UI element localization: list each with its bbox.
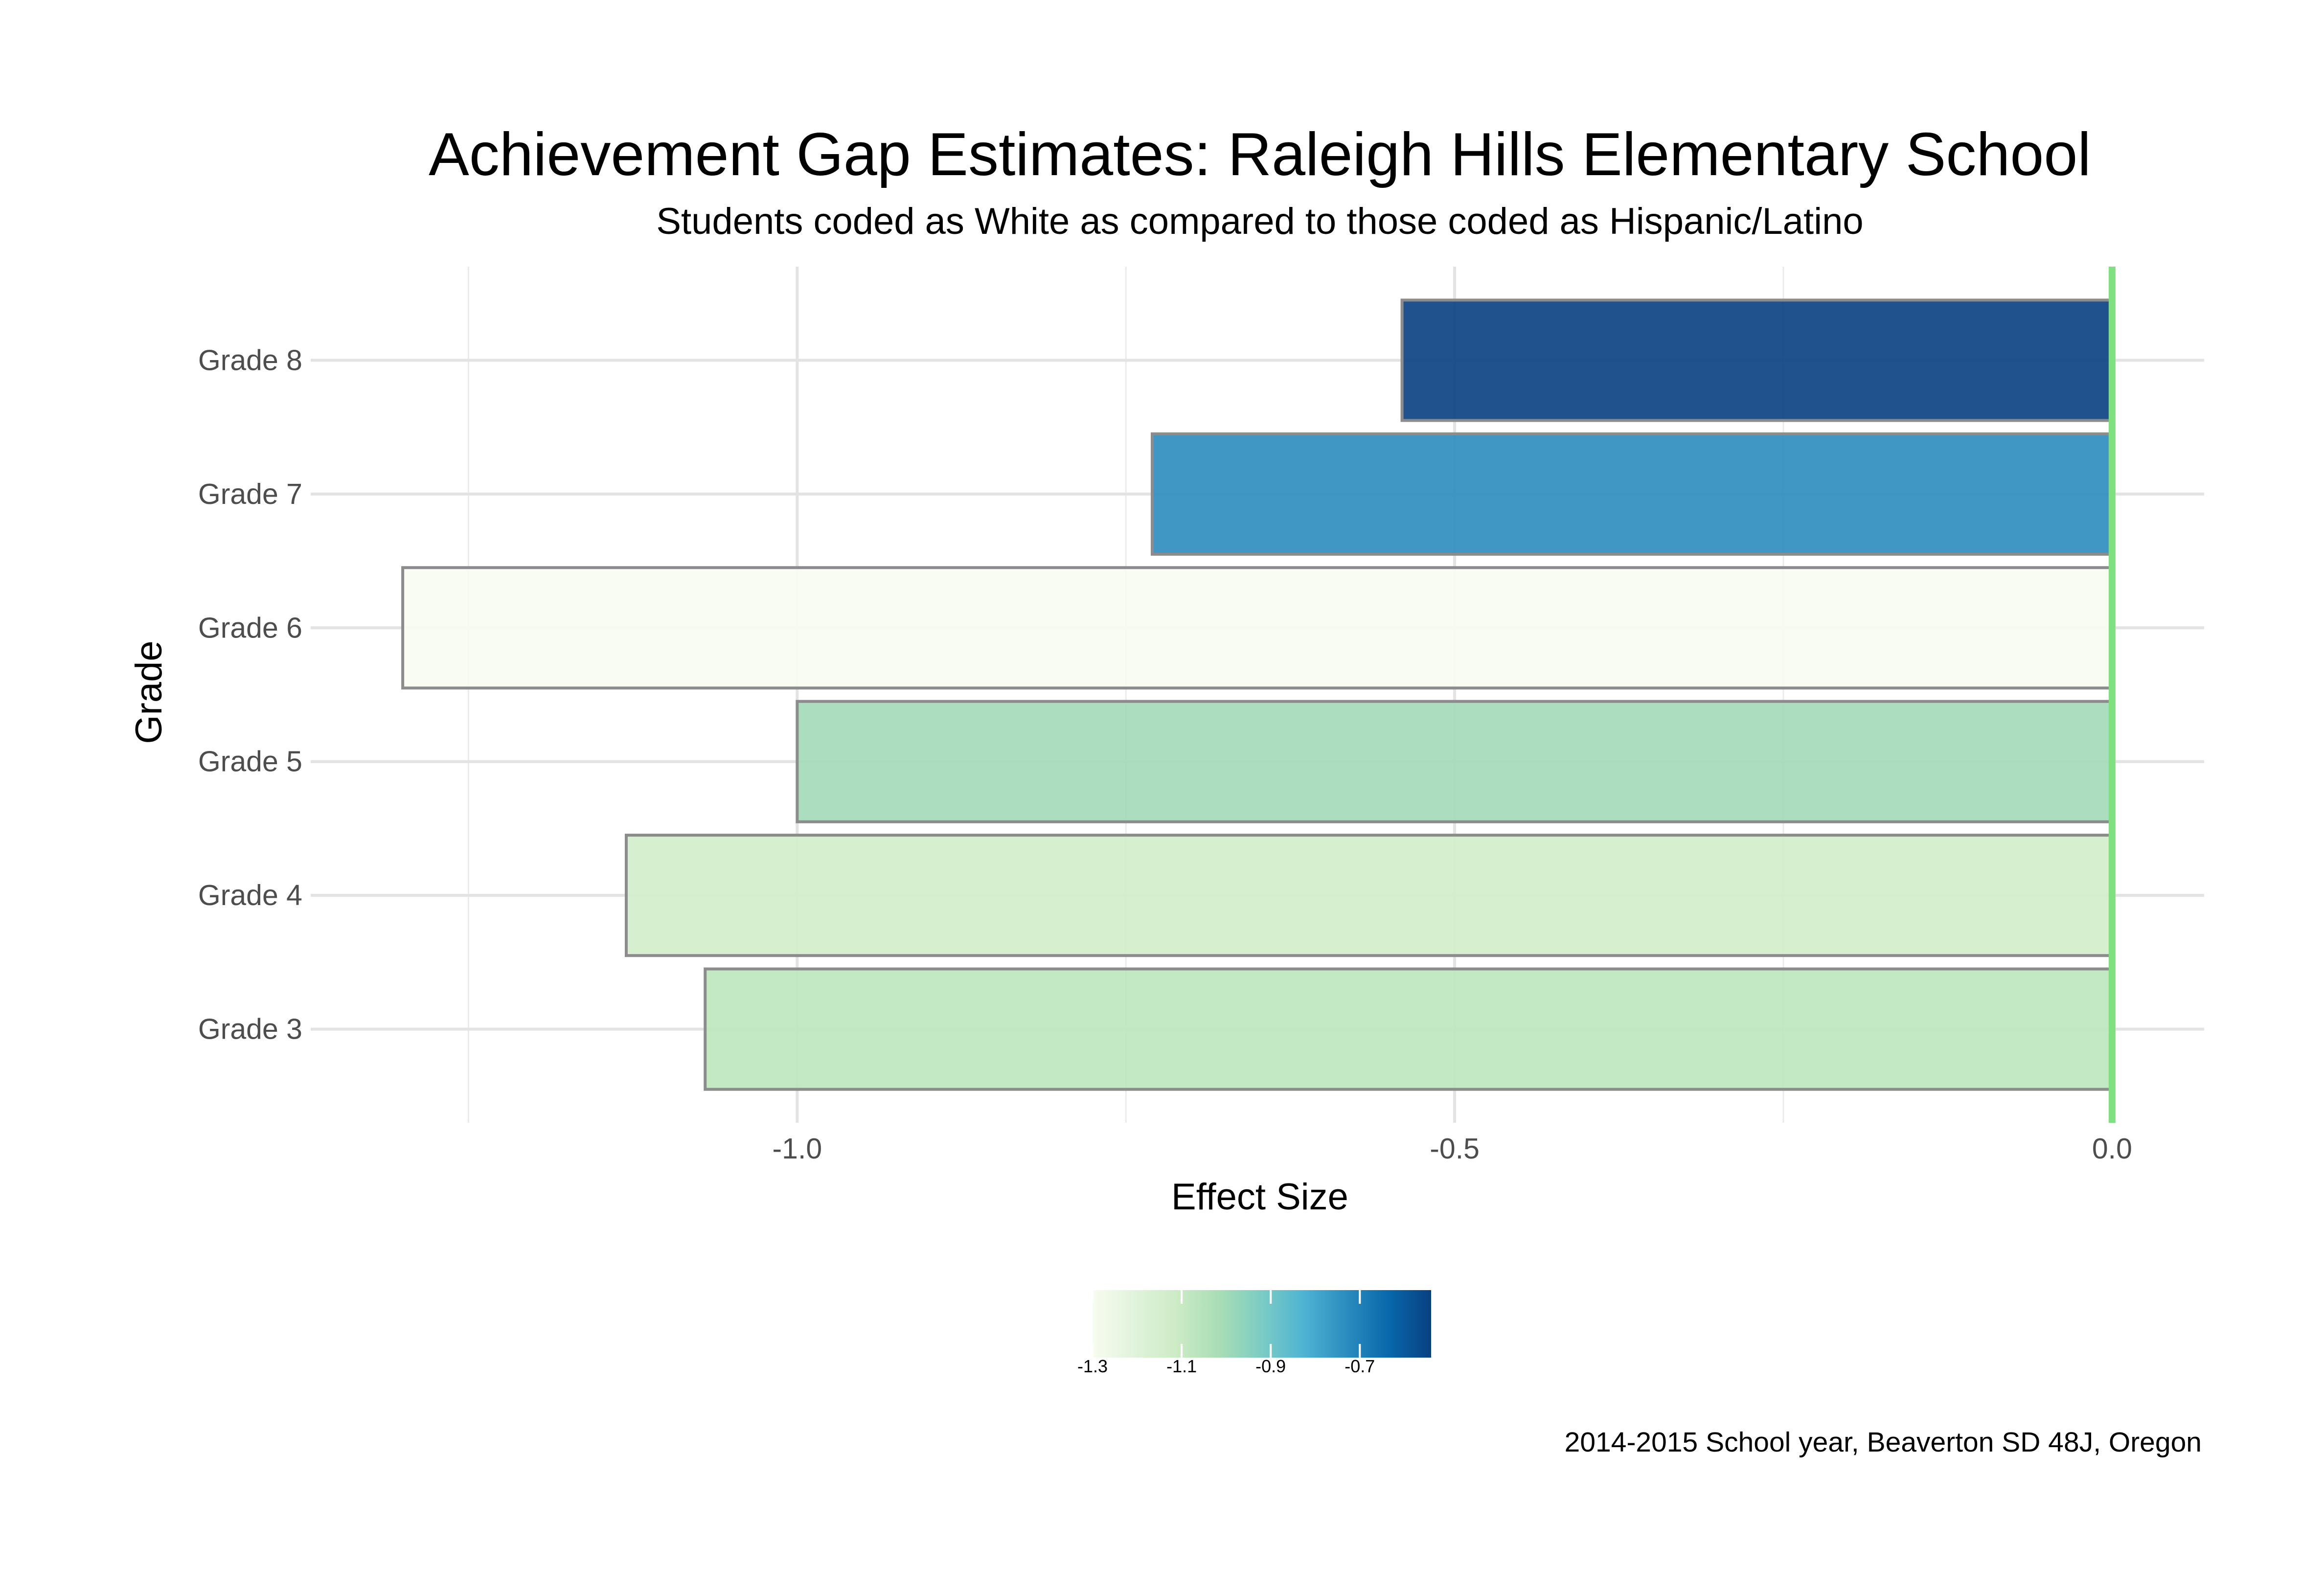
x-tick-label: -1.0 [773,1133,822,1165]
x-axis-title: Effect Size [1171,1176,1348,1218]
legend-tick-label: -0.7 [1344,1356,1375,1376]
bar-grade-3 [704,967,2114,1091]
y-axis-title: Grade [128,640,170,744]
legend-ticks: -1.3 -1.1 -0.9 -0.7 [1077,1290,1375,1376]
bar-grade-6 [401,566,2114,690]
y-tick-label-grade-5: Grade 5 [198,746,302,778]
y-tick-label-grade-4: Grade 4 [198,879,302,911]
x-tick-labels: -1.0 -0.5 0.0 [773,1133,2132,1165]
legend-tick-label: -1.3 [1077,1356,1108,1376]
y-tick-label-grade-3: Grade 3 [198,1013,302,1045]
y-tick-label-grade-6: Grade 6 [198,612,302,644]
legend-tick-label: -0.9 [1255,1356,1286,1376]
x-tick-label: 0.0 [2092,1133,2132,1165]
y-tick-label-grade-8: Grade 8 [198,344,302,376]
x-tick-label: -0.5 [1430,1133,1480,1165]
chart-title: Achievement Gap Estimates: Raleigh Hills… [429,121,2091,188]
y-tick-label-grade-7: Grade 7 [198,478,302,510]
color-legend: -1.3 -1.1 -0.9 -0.7 [1077,1290,1431,1376]
legend-colorbar [1093,1290,1431,1358]
bar-grade-7 [1151,432,2114,556]
chart-subtitle: Students coded as White as compared to t… [656,201,1863,242]
bars [401,298,2114,1091]
bar-grade-5 [796,700,2114,823]
chart-caption: 2014-2015 School year, Beaverton SD 48J,… [1565,1427,2202,1458]
y-tick-labels: Grade 3 Grade 4 Grade 5 Grade 6 Grade 7 Grade… [198,344,302,1045]
bar-grade-4 [625,834,2114,957]
legend-tick-label: -1.1 [1166,1356,1197,1376]
bar-grade-8 [1400,298,2114,422]
